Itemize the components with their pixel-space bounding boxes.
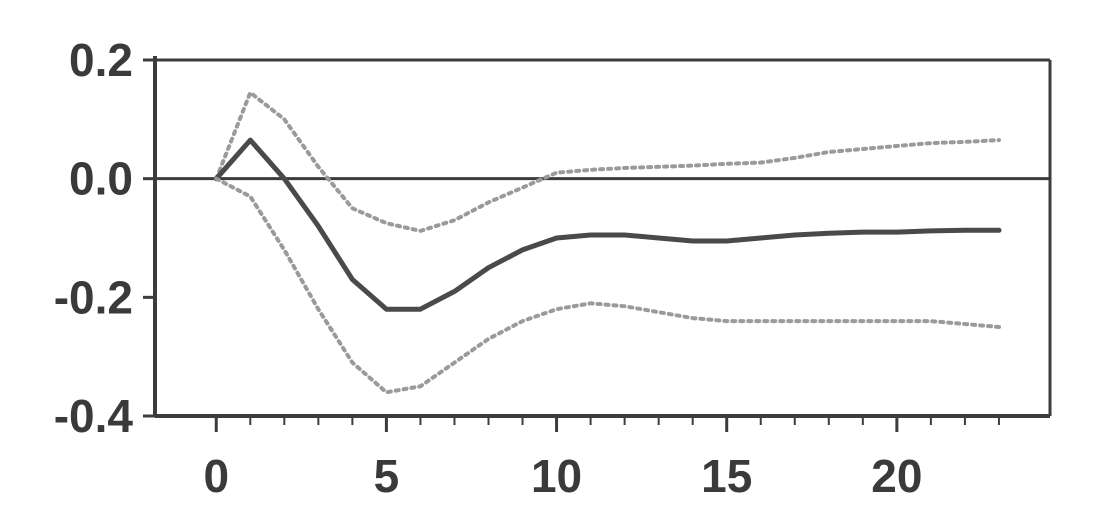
plot-frame — [153, 56, 1052, 418]
x-tick-label: 10 — [531, 450, 582, 502]
y-tick-label: 0.2 — [69, 34, 133, 86]
y-tick-label: -0.4 — [54, 390, 134, 442]
tick-labels: 0.2 0.0 -0.2 -0.4 0 5 10 15 20 — [54, 34, 923, 502]
x-tick-label: 20 — [871, 450, 922, 502]
x-tick-label: 0 — [203, 450, 229, 502]
lower-band-line — [214, 176, 1001, 395]
x-tick-label: 15 — [701, 450, 752, 502]
y-tick-label: 0.0 — [69, 153, 133, 205]
y-tick-label: -0.2 — [54, 271, 133, 323]
upper-band-line — [214, 90, 1001, 233]
x-tick-label: 5 — [374, 450, 400, 502]
axis-ticks — [143, 58, 1000, 432]
series-lines — [213, 90, 1002, 395]
estimate-line — [213, 137, 1002, 312]
